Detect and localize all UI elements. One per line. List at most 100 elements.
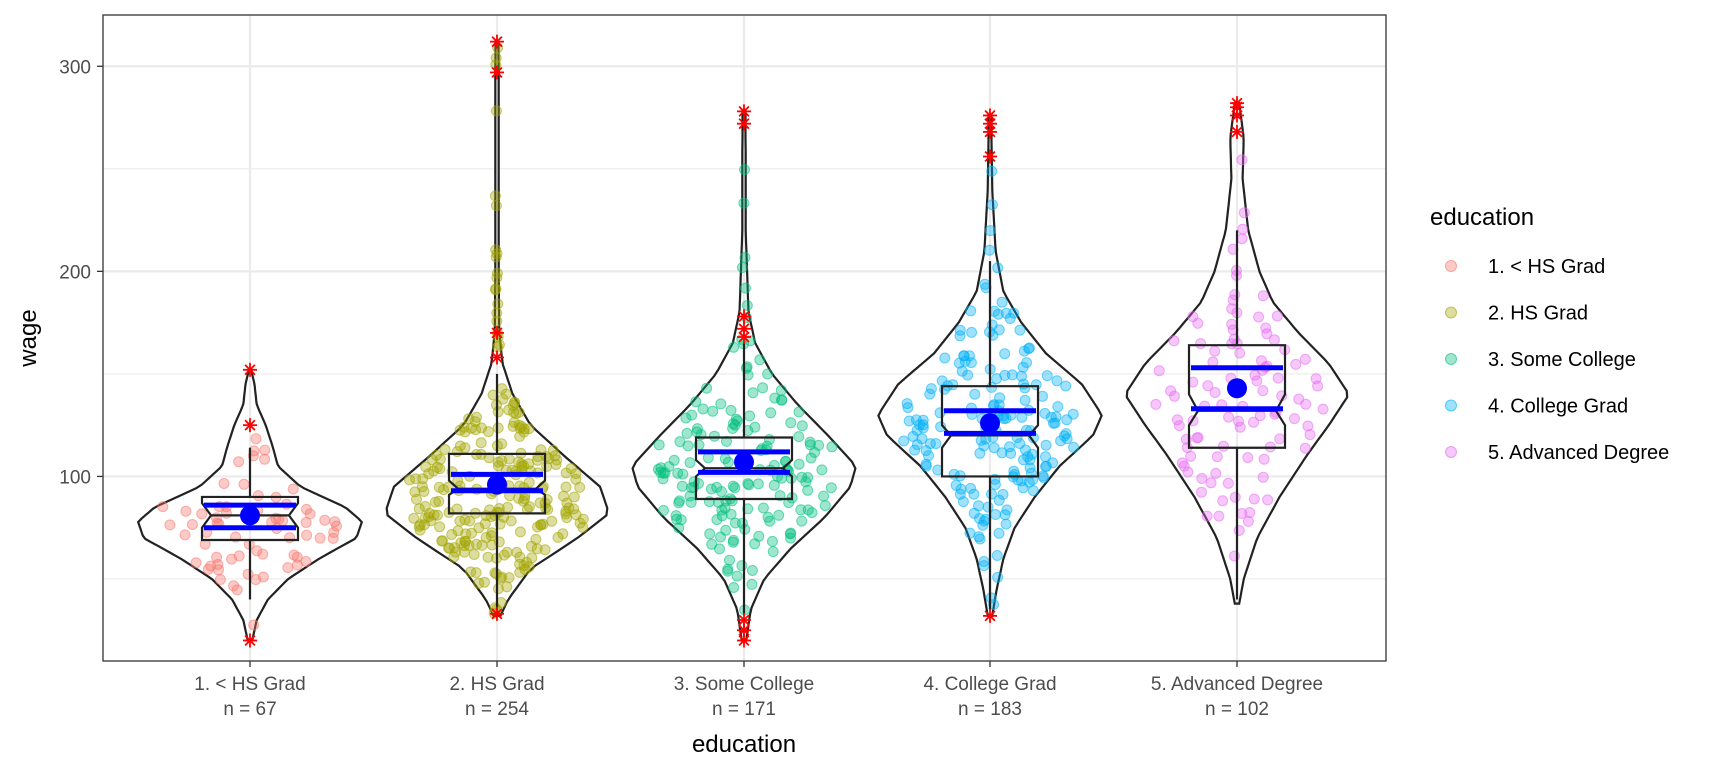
outlier-stroke (984, 610, 996, 622)
data-point (775, 384, 787, 396)
outlier-stroke (738, 310, 750, 323)
data-point (984, 225, 996, 237)
data-point (1242, 515, 1254, 527)
data-point (490, 244, 502, 256)
outlier-point (1230, 124, 1244, 139)
mean-markers (204, 365, 1283, 531)
data-point (304, 508, 316, 520)
data-point (1242, 452, 1254, 464)
data-point (1004, 313, 1016, 324)
data-point (489, 567, 501, 579)
x-tick-count: n = 183 (958, 699, 1022, 720)
data-point (1196, 486, 1207, 498)
data-point (966, 326, 978, 338)
outlier-point (737, 321, 751, 336)
data-point (685, 496, 697, 508)
data-point (434, 463, 446, 475)
data-point (988, 399, 1000, 411)
mean-marker (980, 413, 1000, 434)
data-point (1222, 477, 1234, 489)
data-point (676, 480, 688, 492)
data-point (186, 519, 198, 530)
data-point (251, 545, 263, 557)
data-point (731, 570, 743, 582)
data-point (744, 410, 756, 422)
outlier-stroke (738, 614, 750, 626)
data-point (990, 509, 1002, 520)
data-point (727, 536, 739, 548)
data-point (917, 414, 929, 426)
data-point (796, 420, 808, 432)
data-point (901, 398, 913, 410)
mean-marker (487, 474, 507, 495)
data-point (795, 504, 807, 516)
data-point (468, 549, 480, 560)
data-point (514, 558, 526, 570)
legend-title: education (1430, 204, 1534, 231)
data-point (1024, 462, 1036, 474)
y-tick-label: 100 (59, 467, 91, 488)
data-point (793, 431, 805, 443)
data-point (826, 441, 838, 453)
data-point (793, 406, 805, 418)
data-point (1041, 370, 1053, 382)
data-point (434, 521, 446, 533)
data-point (993, 527, 1005, 539)
data-point (196, 508, 208, 520)
data-point (1040, 461, 1051, 472)
x-tick-label: 5. Advanced Degree (1151, 674, 1323, 695)
data-point (452, 525, 464, 537)
data-point (1045, 411, 1057, 423)
data-point (955, 483, 967, 495)
data-point (1024, 454, 1036, 466)
data-point (433, 495, 445, 507)
outlier-stroke (491, 36, 503, 48)
data-point (1168, 335, 1180, 347)
data-point (1257, 290, 1269, 302)
data-point (1182, 466, 1194, 478)
outlier-point (737, 309, 751, 324)
data-point (530, 533, 542, 545)
outlier-stroke (244, 419, 256, 431)
data-point (1237, 223, 1249, 235)
data-point (1302, 420, 1314, 432)
data-point (568, 491, 580, 503)
data-point (1211, 451, 1223, 463)
outlier-stroke (738, 634, 750, 647)
data-point (288, 549, 300, 561)
legend-label: 2. HS Grad (1488, 303, 1588, 325)
data-point (314, 532, 326, 544)
y-tick-label: 300 (59, 57, 91, 78)
data-point (746, 578, 758, 590)
outlier-point (737, 116, 751, 131)
box-4 (940, 385, 1040, 478)
outlier-point (983, 108, 997, 123)
data-point (238, 478, 250, 490)
data-point (570, 473, 582, 485)
data-point (492, 422, 504, 434)
data-point (776, 394, 787, 406)
data-point (670, 510, 682, 522)
data-point (439, 444, 451, 455)
data-point (989, 479, 1001, 490)
data-point (1236, 154, 1248, 166)
data-point (1201, 510, 1213, 522)
data-point (319, 514, 331, 526)
data-point (682, 440, 694, 452)
legend-key (1445, 353, 1457, 365)
data-point (479, 576, 490, 588)
data-point (741, 300, 753, 311)
data-point (749, 421, 761, 433)
outlier-point (243, 362, 257, 377)
data-point (490, 52, 502, 64)
data-point (1253, 311, 1265, 323)
data-point (190, 557, 202, 569)
data-point (1038, 472, 1050, 484)
data-point (655, 462, 667, 474)
data-point (514, 566, 526, 578)
data-point (947, 379, 959, 391)
data-point (430, 449, 442, 461)
data-point (570, 509, 582, 521)
data-point (492, 583, 504, 595)
data-point (706, 538, 718, 550)
